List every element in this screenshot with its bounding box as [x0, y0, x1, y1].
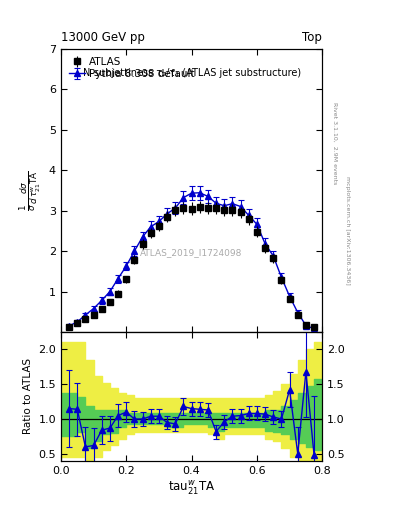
Text: 13000 GeV pp: 13000 GeV pp [61, 31, 145, 44]
Legend: ATLAS, Pythia 8.308 default: ATLAS, Pythia 8.308 default [66, 54, 198, 82]
Text: ATLAS_2019_I1724098: ATLAS_2019_I1724098 [140, 248, 243, 257]
X-axis label: tau$_{21}^{w}$TA: tau$_{21}^{w}$TA [168, 480, 215, 497]
Text: mcplots.cern.ch [arXiv:1306.3436]: mcplots.cern.ch [arXiv:1306.3436] [345, 176, 350, 285]
Text: Rivet 3.1.10,  2.9M events: Rivet 3.1.10, 2.9M events [332, 102, 337, 184]
Y-axis label: Ratio to ATLAS: Ratio to ATLAS [23, 358, 33, 435]
Text: Top: Top [302, 31, 322, 44]
Y-axis label: $\frac{1}{\sigma}\frac{d\sigma}{d\,\tau_{21}^{w}\mathrm{TA}}$: $\frac{1}{\sigma}\frac{d\sigma}{d\,\tau_… [19, 170, 43, 211]
Text: N-subjettiness τ₂/τ₁ (ATLAS jet substructure): N-subjettiness τ₂/τ₁ (ATLAS jet substruc… [83, 69, 301, 78]
